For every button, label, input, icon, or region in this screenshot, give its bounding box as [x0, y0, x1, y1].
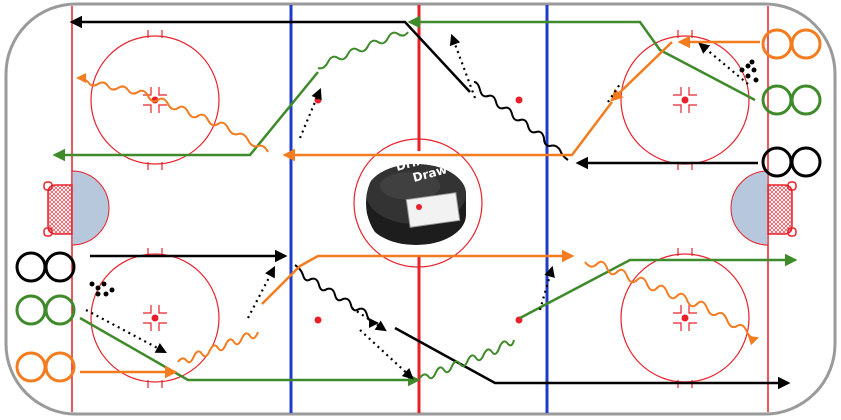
- drilldraw-puck-logo: Drill Draw: [366, 151, 470, 255]
- pucks-top-right: [739, 59, 759, 83]
- pass-dotted-top-right-2: [607, 83, 621, 103]
- puck-carry-orange-top: [76, 73, 269, 153]
- faceoff-dot: [151, 314, 159, 322]
- player-group-black-top-right: [761, 146, 822, 178]
- skate-path-orange-bottom-mid: [261, 249, 575, 305]
- center-circle: [353, 138, 483, 268]
- puck-carry-orange-bottom-left: [177, 331, 259, 364]
- puck-carry-green-top: [317, 31, 409, 70]
- skate-path-green-top-left: [52, 71, 319, 162]
- faceoff-circle-bottom-left: [90, 253, 220, 383]
- pass-dotted-top-center: [449, 33, 477, 99]
- player-group-black-bottom-left: [15, 251, 76, 283]
- faceoff-dot: [681, 314, 689, 322]
- faceoff-circle-top-left: [90, 35, 220, 165]
- skate-path-green-bottom-left: [79, 316, 421, 387]
- player-group-green-top-right: [761, 84, 822, 116]
- goal-crease-left: [71, 170, 110, 246]
- pucks-bottom-left: [89, 281, 115, 297]
- faceoff-dot: [681, 96, 689, 104]
- goal-crease-right: [730, 170, 769, 246]
- goal-net-right: [767, 181, 797, 237]
- faceoff-markings: [143, 87, 697, 331]
- neutral-zone-dot: [314, 316, 322, 324]
- puck-carry-orange-bottom-right: [584, 260, 759, 346]
- skate-path-black-bottom-right: [394, 326, 791, 390]
- neutral-zone-dot: [515, 96, 523, 104]
- player-group-orange-top-right: [761, 28, 822, 60]
- player-group-green-bottom-left: [15, 294, 76, 326]
- skate-path-orange-top-mid: [282, 101, 613, 162]
- pass-dotted-top-left: [298, 87, 322, 139]
- pass-dotted-top-right: [698, 42, 749, 85]
- skate-path-green-top: [407, 15, 756, 102]
- neutral-zone-dot: [314, 96, 322, 104]
- puck-carry-black-top: [473, 81, 569, 161]
- pass-dotted-bottom-right: [538, 265, 555, 311]
- skate-path-green-bottom-right: [519, 253, 798, 320]
- skate-path-orange-top-diag: [610, 41, 673, 102]
- puck-carry-green-bottom: [419, 339, 515, 380]
- goal-net-left: [43, 181, 73, 237]
- player-group-orange-bottom-left: [15, 351, 76, 383]
- puck-carry-black-bottom: [294, 264, 379, 328]
- pass-dotted-bottom-center: [351, 307, 387, 332]
- skate-path-black-top: [69, 15, 471, 93]
